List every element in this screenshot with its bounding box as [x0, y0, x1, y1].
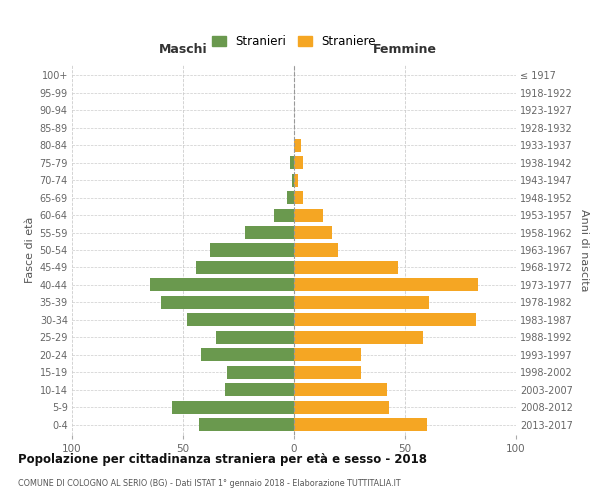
Bar	[294, 191, 303, 204]
Bar	[294, 418, 427, 431]
Text: Popolazione per cittadinanza straniera per età e sesso - 2018: Popolazione per cittadinanza straniera p…	[18, 452, 427, 466]
Bar	[292, 174, 294, 186]
Bar	[294, 278, 478, 291]
Bar	[245, 226, 294, 239]
Bar	[294, 348, 361, 362]
Bar	[294, 156, 303, 170]
Bar	[274, 208, 294, 222]
Bar	[227, 366, 294, 378]
Bar	[196, 261, 294, 274]
Text: Femmine: Femmine	[373, 44, 437, 57]
Bar	[294, 261, 398, 274]
Legend: Stranieri, Straniere: Stranieri, Straniere	[207, 30, 381, 52]
Bar	[294, 226, 332, 239]
Bar	[209, 244, 294, 256]
Bar	[290, 156, 294, 170]
Bar	[287, 191, 294, 204]
Bar	[294, 208, 323, 222]
Bar	[161, 296, 294, 309]
Y-axis label: Anni di nascita: Anni di nascita	[578, 209, 589, 291]
Bar	[217, 330, 294, 344]
Bar	[294, 383, 387, 396]
Bar	[294, 296, 430, 309]
Bar	[225, 383, 294, 396]
Bar	[187, 314, 294, 326]
Bar	[172, 400, 294, 413]
Bar	[294, 400, 389, 413]
Y-axis label: Fasce di età: Fasce di età	[25, 217, 35, 283]
Text: COMUNE DI COLOGNO AL SERIO (BG) - Dati ISTAT 1° gennaio 2018 - Elaborazione TUTT: COMUNE DI COLOGNO AL SERIO (BG) - Dati I…	[18, 479, 401, 488]
Bar	[294, 366, 361, 378]
Text: Maschi: Maschi	[158, 44, 208, 57]
Bar	[150, 278, 294, 291]
Bar	[294, 138, 301, 152]
Bar	[201, 348, 294, 362]
Bar	[294, 314, 476, 326]
Bar	[294, 174, 298, 186]
Bar	[199, 418, 294, 431]
Bar	[294, 244, 338, 256]
Bar	[294, 330, 423, 344]
